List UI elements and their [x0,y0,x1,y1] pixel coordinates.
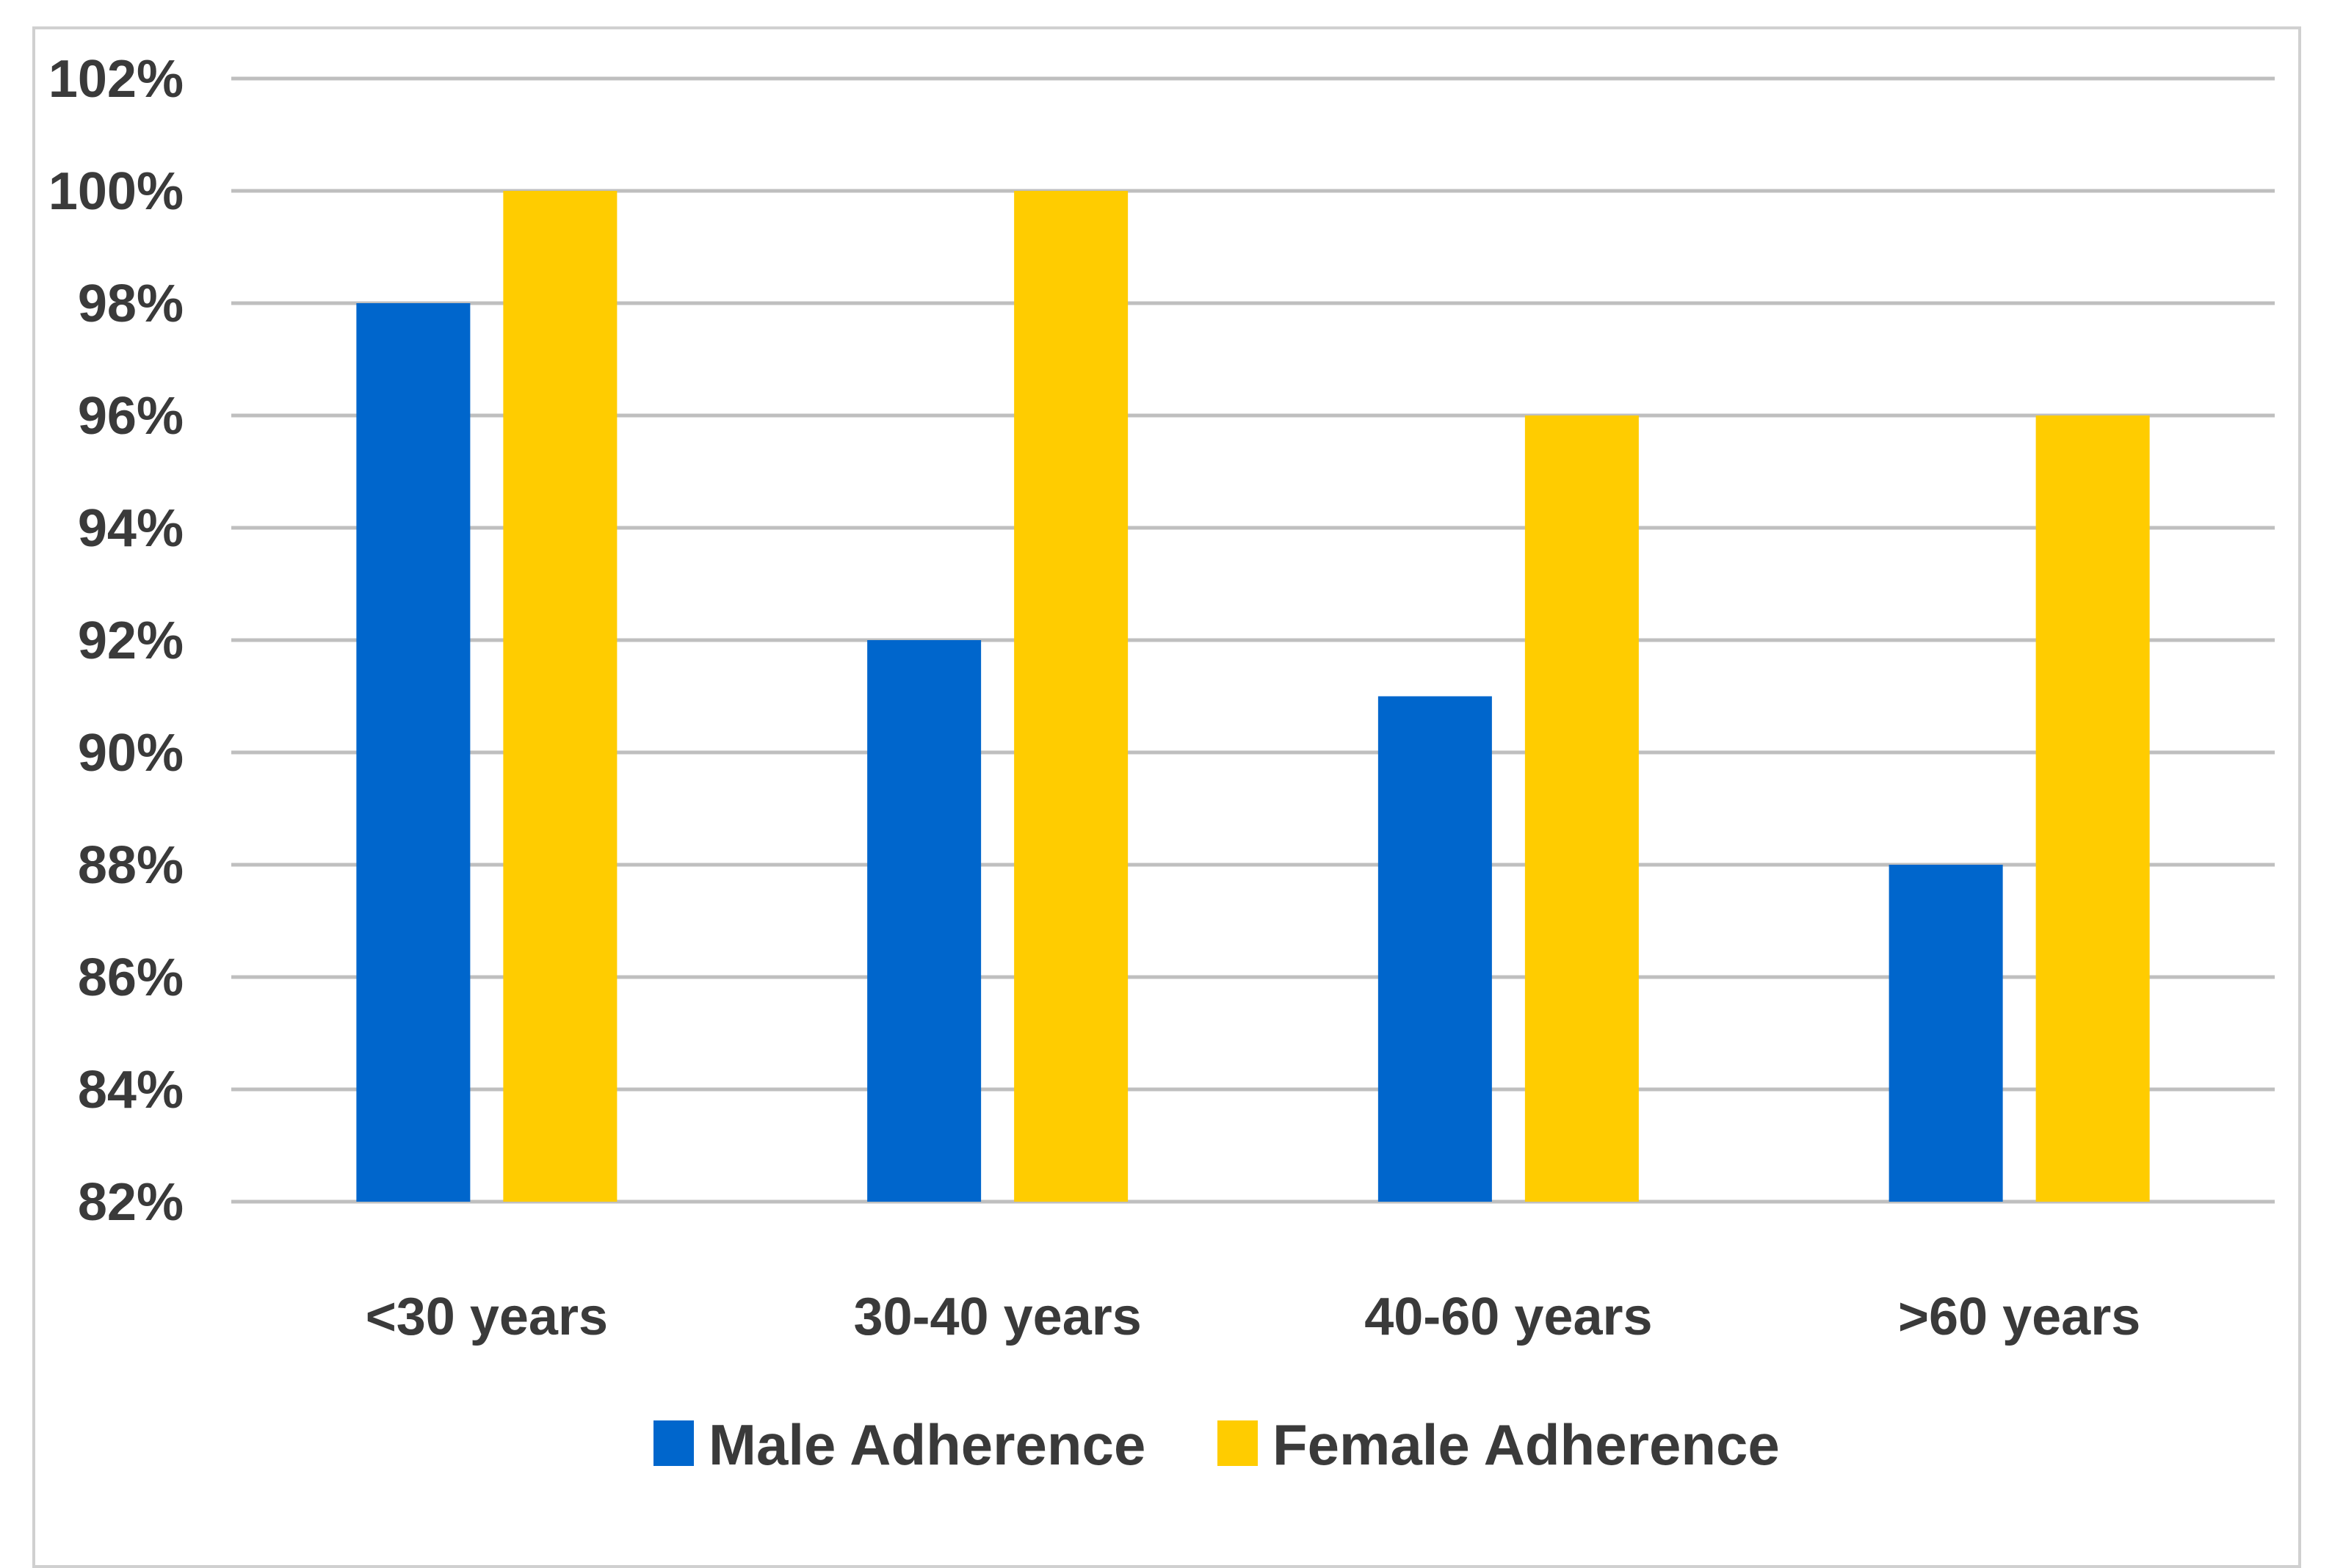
y-tick-label: 96% [78,387,184,446]
x-category-label: <30 years [366,1288,608,1346]
bar-female-2 [1524,415,1639,1202]
bar-male-3 [1889,865,2003,1202]
x-category-label: >60 years [1898,1288,2140,1346]
x-axis-categories: <30 years 30-40 years 40-60 years >60 years [366,1288,2141,1346]
y-tick-label: 84% [78,1061,184,1119]
y-tick-label: 90% [78,724,184,783]
legend-swatch-female [1217,1420,1258,1466]
legend-swatch-male [653,1420,694,1466]
y-axis-ticks: 82% 84% 86% 88% 90% 92% 94% 96% 98% 100% 102% [48,50,184,1232]
bar-female-0 [503,191,618,1202]
y-tick-label: 88% [78,836,184,895]
x-category-label: 40-60 years [1364,1288,1652,1346]
y-tick-label: 100% [48,162,184,221]
bar-male-1 [867,640,982,1202]
y-tick-label: 94% [78,499,184,558]
y-tick-label: 82% [78,1173,184,1232]
bar-chart: 82% 84% 86% 88% 90% 92% 94% 96% 98% 100% 102% <30 … [48,50,2275,1477]
bars [356,191,2150,1202]
bar-male-2 [1377,696,1492,1202]
legend: Male Adherence Female Adherence [653,1412,1780,1477]
y-tick-label: 86% [78,948,184,1007]
x-category-label: 30-40 years [853,1288,1141,1346]
legend-label-male: Male Adherence [709,1412,1145,1477]
y-tick-label: 92% [78,611,184,670]
bar-male-0 [356,303,471,1202]
bar-female-1 [1014,191,1129,1202]
y-tick-label: 102% [48,50,184,109]
y-tick-label: 98% [78,275,184,333]
legend-label-female: Female Adherence [1272,1412,1780,1477]
bar-female-3 [2035,415,2150,1202]
